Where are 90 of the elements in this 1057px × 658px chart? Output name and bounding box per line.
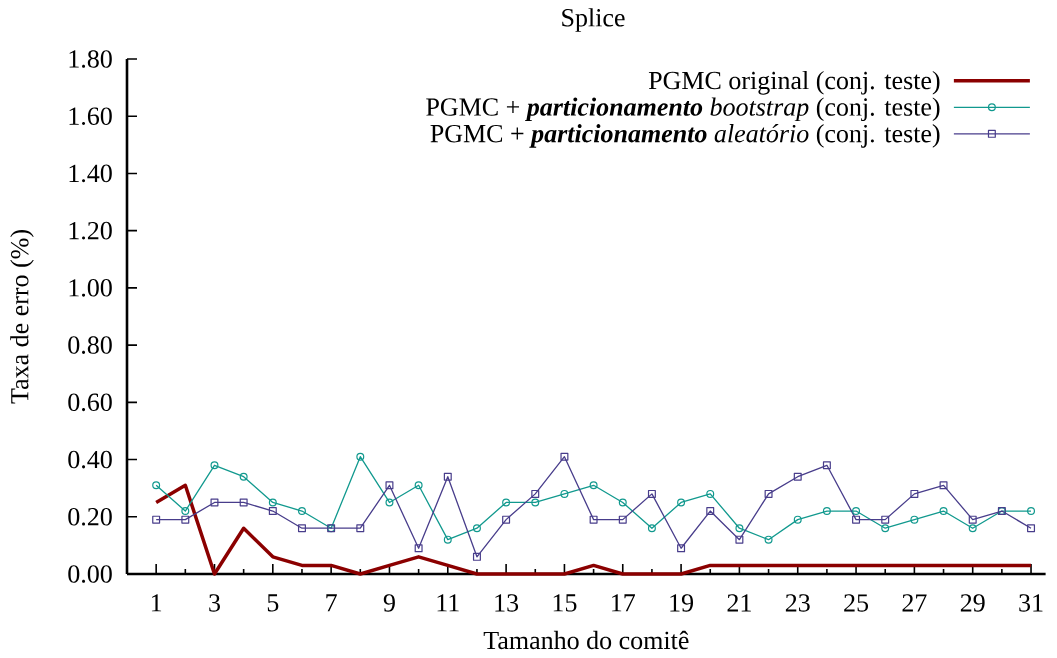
point: [968, 515, 977, 524]
point: [968, 524, 977, 533]
legend-label: PGMC + particionamento aleatório (conj. teste): [430, 124, 940, 148]
point: [356, 452, 365, 461]
legend-label: PGMC original (conj. teste): [648, 70, 940, 95]
point: [822, 507, 831, 516]
point: [152, 515, 161, 524]
point: [735, 535, 744, 544]
point: [414, 544, 423, 553]
y-tick-label: 0.60: [68, 393, 112, 412]
point: [472, 552, 481, 561]
point: [881, 515, 890, 524]
point: [618, 515, 627, 524]
point: [881, 524, 890, 533]
y-tick-label: 0.20: [68, 507, 112, 526]
x-tick-label: 25: [844, 594, 869, 612]
x-tick-label: 7: [326, 594, 337, 612]
x-tick-label: 3: [209, 594, 220, 612]
point: [414, 481, 423, 490]
point: [297, 507, 306, 516]
point: [706, 489, 715, 498]
point: [385, 481, 394, 490]
point: [502, 515, 511, 524]
point: [852, 507, 861, 516]
point: [910, 515, 919, 524]
point: [793, 515, 802, 524]
point: [297, 524, 306, 533]
point: [268, 507, 277, 516]
point: [531, 498, 540, 507]
x-tick-label: 1: [151, 594, 162, 612]
point: [939, 507, 948, 516]
point: [560, 489, 569, 498]
x-tick-label: 17: [612, 594, 636, 612]
y-tick-label: 1.40: [69, 164, 112, 183]
point: [589, 481, 598, 490]
point: [268, 498, 277, 507]
x-tick-label: 15: [553, 594, 577, 612]
point: [822, 461, 831, 470]
y-tick-label: 0.00: [68, 565, 112, 583]
point: [443, 535, 452, 544]
point: [677, 544, 686, 553]
y-axis-title: Taxa de erro (%): [10, 230, 34, 404]
point: [764, 535, 773, 544]
point: [443, 472, 452, 481]
point: [706, 507, 715, 516]
point: [472, 524, 481, 533]
y-tick-label: 0.40: [68, 450, 112, 469]
point: [647, 524, 656, 533]
y-tick-label: 1.20: [69, 221, 112, 240]
point: [852, 515, 861, 524]
y-tick-label: 1.60: [69, 107, 112, 126]
point: [385, 498, 394, 507]
x-tick-label: 5: [267, 594, 279, 612]
point: [618, 498, 627, 507]
point: [181, 507, 190, 516]
point: [764, 489, 773, 498]
point: [210, 498, 219, 507]
point: [181, 515, 190, 524]
point: [735, 524, 744, 533]
point: [560, 452, 569, 461]
y-tick-label: 1.80: [69, 50, 112, 68]
point: [589, 515, 598, 524]
point: [239, 472, 248, 481]
chart-title: Splice: [562, 8, 625, 32]
point: [647, 489, 656, 498]
point: [793, 472, 802, 481]
point: [152, 481, 161, 490]
point: [502, 498, 511, 507]
point: [939, 481, 948, 490]
point: [1027, 524, 1036, 533]
x-axis-title: Tamanho do comitê: [483, 630, 689, 650]
x-tick-label: 11: [437, 594, 459, 612]
point: [210, 461, 219, 470]
x-tick-label: 9: [383, 594, 395, 612]
y-tick-label: 1.00: [69, 279, 112, 297]
x-tick-label: 13: [495, 594, 519, 612]
x-tick-label: 29: [960, 594, 985, 612]
x-tick-label: 19: [670, 594, 694, 612]
point: [356, 524, 365, 533]
point: [910, 489, 919, 498]
point: [677, 498, 686, 507]
x-tick-label: 27: [902, 594, 927, 612]
y-tick-label: 0.80: [68, 336, 112, 354]
point: [1027, 507, 1036, 516]
x-tick-label: 23: [785, 594, 810, 612]
point: [239, 498, 248, 507]
x-tick-label: 31: [1019, 594, 1043, 612]
x-tick-label: 21: [727, 594, 751, 612]
legend-label: PGMC + particionamento bootstrap (conj. teste): [426, 97, 940, 122]
point: [531, 489, 540, 498]
